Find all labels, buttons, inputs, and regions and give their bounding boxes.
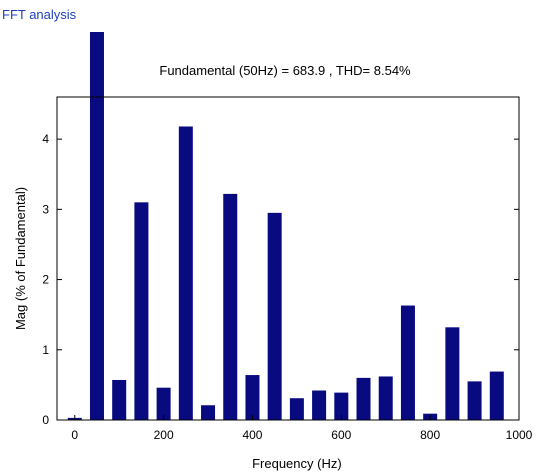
- y-axis-label: Mag (% of Fundamental): [13, 187, 28, 330]
- x-tick-label-600: 600: [331, 428, 351, 442]
- bar-650hz: [356, 377, 371, 420]
- y-tick-label-2: 2: [42, 273, 49, 287]
- bar-550hz: [312, 390, 327, 420]
- bar-450hz: [267, 212, 282, 420]
- bar-50hz: [89, 32, 104, 420]
- y-tick-label-3: 3: [42, 202, 49, 216]
- y-tick-label-0: 0: [42, 413, 49, 427]
- bar-100hz: [112, 379, 127, 420]
- bar-200hz: [156, 387, 171, 420]
- bar-900hz: [467, 381, 482, 420]
- x-axis-label: Frequency (Hz): [252, 456, 342, 471]
- x-tick-label-800: 800: [420, 428, 440, 442]
- bar-350hz: [223, 193, 238, 420]
- bar-850hz: [445, 327, 460, 420]
- y-tick-label-4: 4: [42, 132, 49, 146]
- bar-950hz: [489, 371, 504, 420]
- bars-group: [67, 32, 504, 420]
- axes-box: [56, 96, 520, 421]
- ticks-group: 0 200 400 600 800 1000 0 1 2 3 4: [42, 132, 532, 442]
- window-title: FFT analysis: [2, 7, 77, 22]
- bar-150hz: [134, 202, 149, 420]
- x-tick-label-1000: 1000: [506, 428, 533, 442]
- y-tick-label-1: 1: [42, 343, 49, 357]
- bar-500hz: [289, 398, 304, 420]
- bar-300hz: [201, 405, 216, 420]
- x-tick-label-400: 400: [242, 428, 262, 442]
- bar-750hz: [400, 305, 415, 420]
- x-tick-label-0: 0: [71, 428, 78, 442]
- bar-600hz: [334, 392, 349, 420]
- chart-title: Fundamental (50Hz) = 683.9 , THD= 8.54%: [159, 63, 411, 78]
- bar-700hz: [378, 376, 393, 420]
- x-tick-label-200: 200: [154, 428, 174, 442]
- bar-400hz: [245, 375, 260, 420]
- bar-250hz: [178, 126, 193, 420]
